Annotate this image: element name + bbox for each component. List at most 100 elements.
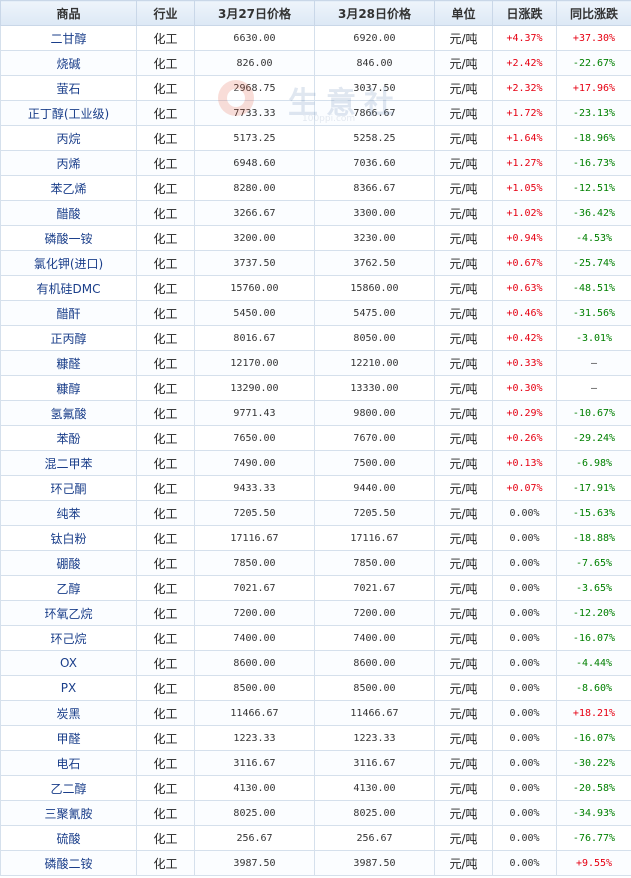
- cell-product-name[interactable]: 环氧乙烷: [0, 600, 137, 626]
- cell-product-name[interactable]: 三聚氰胺: [0, 800, 137, 826]
- cell-yoy-change: -48.51%: [556, 275, 631, 301]
- cell-unit: 元/吨: [434, 850, 493, 876]
- cell-price-mar28: 6920.00: [314, 25, 435, 51]
- cell-product-name[interactable]: 二甘醇: [0, 25, 137, 51]
- cell-product-name[interactable]: 甲醛: [0, 725, 137, 751]
- header-product[interactable]: 商品: [0, 0, 137, 26]
- header-price-mar27[interactable]: 3月27日价格: [194, 0, 315, 26]
- cell-product-name[interactable]: 氯化钾(进口): [0, 250, 137, 276]
- cell-daily-change: +0.46%: [492, 300, 557, 326]
- cell-price-mar27: 8016.67: [194, 325, 315, 351]
- cell-price-mar27: 8280.00: [194, 175, 315, 201]
- cell-price-mar28: 846.00: [314, 50, 435, 76]
- cell-industry: 化工: [136, 625, 195, 651]
- cell-industry: 化工: [136, 25, 195, 51]
- cell-price-mar28: 8600.00: [314, 650, 435, 676]
- cell-product-name[interactable]: 电石: [0, 750, 137, 776]
- cell-price-mar28: 8500.00: [314, 675, 435, 701]
- cell-price-mar28: 4130.00: [314, 775, 435, 801]
- cell-yoy-change: -4.53%: [556, 225, 631, 251]
- header-unit[interactable]: 单位: [434, 0, 493, 26]
- cell-price-mar28: 7670.00: [314, 425, 435, 451]
- cell-product-name[interactable]: 烧碱: [0, 50, 137, 76]
- cell-industry: 化工: [136, 325, 195, 351]
- cell-unit: 元/吨: [434, 275, 493, 301]
- table-row: 乙醇 化工 7021.67 7021.67 元/吨 0.00% -3.65%: [0, 575, 631, 601]
- cell-unit: 元/吨: [434, 125, 493, 151]
- cell-daily-change: 0.00%: [492, 700, 557, 726]
- cell-yoy-change: -18.88%: [556, 525, 631, 551]
- header-yoy-change[interactable]: 同比涨跌: [556, 0, 631, 26]
- cell-price-mar28: 11466.67: [314, 700, 435, 726]
- cell-product-name[interactable]: 丙烷: [0, 125, 137, 151]
- cell-product-name[interactable]: 苯酚: [0, 425, 137, 451]
- cell-product-name[interactable]: 钛白粉: [0, 525, 137, 551]
- cell-yoy-change: -15.63%: [556, 500, 631, 526]
- table-row: 钛白粉 化工 17116.67 17116.67 元/吨 0.00% -18.88%: [0, 525, 631, 551]
- cell-price-mar28: 15860.00: [314, 275, 435, 301]
- cell-unit: 元/吨: [434, 725, 493, 751]
- cell-product-name[interactable]: 环己酮: [0, 475, 137, 501]
- cell-product-name[interactable]: 纯苯: [0, 500, 137, 526]
- cell-product-name[interactable]: 糠醛: [0, 350, 137, 376]
- cell-product-name[interactable]: 乙醇: [0, 575, 137, 601]
- cell-price-mar27: 7205.50: [194, 500, 315, 526]
- cell-industry: 化工: [136, 750, 195, 776]
- cell-price-mar28: 256.67: [314, 825, 435, 851]
- cell-product-name[interactable]: 丙烯: [0, 150, 137, 176]
- cell-product-name[interactable]: 氢氟酸: [0, 400, 137, 426]
- table-row: 环己酮 化工 9433.33 9440.00 元/吨 +0.07% -17.91%: [0, 475, 631, 501]
- cell-product-name[interactable]: 乙二醇: [0, 775, 137, 801]
- cell-product-name[interactable]: 有机硅DMC: [0, 275, 137, 301]
- table-row: 烧碱 化工 826.00 846.00 元/吨 +2.42% -22.67%: [0, 50, 631, 76]
- cell-product-name[interactable]: 正丁醇(工业级): [0, 100, 137, 126]
- cell-yoy-change: -7.65%: [556, 550, 631, 576]
- cell-unit: 元/吨: [434, 400, 493, 426]
- cell-yoy-change: -30.22%: [556, 750, 631, 776]
- cell-product-name[interactable]: 磷酸二铵: [0, 850, 137, 876]
- table-row: 二甘醇 化工 6630.00 6920.00 元/吨 +4.37% +37.30%: [0, 25, 631, 51]
- table-row: 炭黑 化工 11466.67 11466.67 元/吨 0.00% +18.21%: [0, 700, 631, 726]
- cell-product-name[interactable]: 硫酸: [0, 825, 137, 851]
- cell-product-name[interactable]: 醋酐: [0, 300, 137, 326]
- cell-daily-change: +0.94%: [492, 225, 557, 251]
- cell-unit: 元/吨: [434, 350, 493, 376]
- cell-product-name[interactable]: 醋酸: [0, 200, 137, 226]
- cell-price-mar27: 2968.75: [194, 75, 315, 101]
- cell-price-mar27: 7200.00: [194, 600, 315, 626]
- cell-industry: 化工: [136, 375, 195, 401]
- cell-product-name[interactable]: 炭黑: [0, 700, 137, 726]
- header-price-mar28[interactable]: 3月28日价格: [314, 0, 435, 26]
- cell-unit: 元/吨: [434, 825, 493, 851]
- cell-product-name[interactable]: 苯乙烯: [0, 175, 137, 201]
- header-industry[interactable]: 行业: [136, 0, 195, 26]
- cell-yoy-change: +9.55%: [556, 850, 631, 876]
- cell-product-name[interactable]: 混二甲苯: [0, 450, 137, 476]
- cell-product-name[interactable]: PX: [0, 675, 137, 701]
- cell-product-name[interactable]: 磷酸一铵: [0, 225, 137, 251]
- cell-product-name[interactable]: 硼酸: [0, 550, 137, 576]
- cell-price-mar27: 3200.00: [194, 225, 315, 251]
- cell-unit: 元/吨: [434, 600, 493, 626]
- cell-daily-change: 0.00%: [492, 750, 557, 776]
- cell-product-name[interactable]: 正丙醇: [0, 325, 137, 351]
- cell-yoy-change: -20.58%: [556, 775, 631, 801]
- cell-unit: 元/吨: [434, 225, 493, 251]
- cell-yoy-change: +17.96%: [556, 75, 631, 101]
- cell-product-name[interactable]: 萤石: [0, 75, 137, 101]
- cell-unit: 元/吨: [434, 100, 493, 126]
- table-row: 醋酸 化工 3266.67 3300.00 元/吨 +1.02% -36.42%: [0, 200, 631, 226]
- cell-product-name[interactable]: 糠醇: [0, 375, 137, 401]
- cell-industry: 化工: [136, 850, 195, 876]
- cell-unit: 元/吨: [434, 775, 493, 801]
- cell-industry: 化工: [136, 225, 195, 251]
- cell-product-name[interactable]: OX: [0, 650, 137, 676]
- cell-product-name[interactable]: 环己烷: [0, 625, 137, 651]
- cell-price-mar27: 7490.00: [194, 450, 315, 476]
- table-row: 三聚氰胺 化工 8025.00 8025.00 元/吨 0.00% -34.93%: [0, 800, 631, 826]
- cell-daily-change: +2.32%: [492, 75, 557, 101]
- cell-daily-change: +0.33%: [492, 350, 557, 376]
- header-daily-change[interactable]: 日涨跌: [492, 0, 557, 26]
